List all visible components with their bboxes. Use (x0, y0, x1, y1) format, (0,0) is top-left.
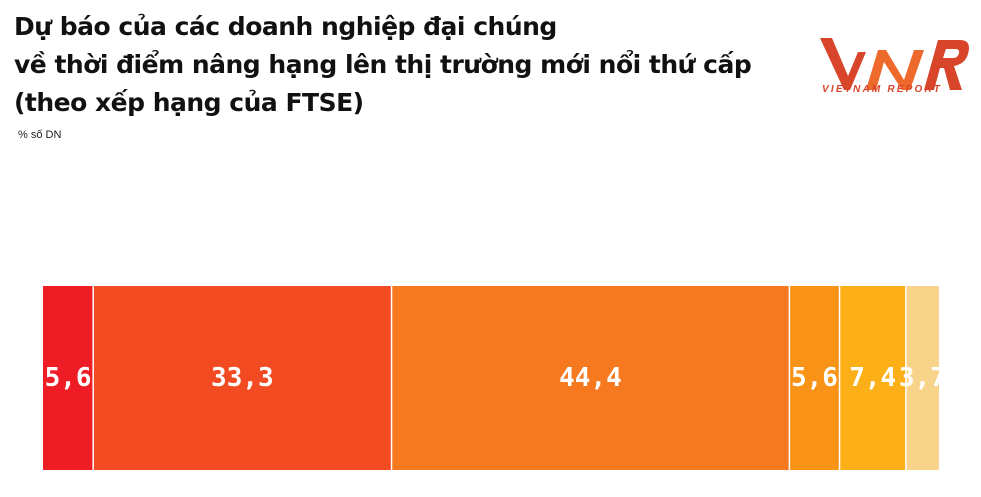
data-label-3: 44,4 (559, 363, 622, 393)
bar-segment-4 (789, 286, 840, 470)
unit-label: % số DN (18, 129, 62, 141)
bar-segment-3 (391, 286, 790, 470)
data-label-6: 3,7 (899, 363, 946, 393)
bar-segment-6 (905, 286, 939, 470)
bar-segment-1 (43, 286, 94, 470)
bar-segment-5 (839, 286, 906, 470)
logo-caption: VIETNAM REPORT (822, 84, 943, 95)
title-line-1: Dự báo của các doanh nghiệp đại chúng (14, 12, 557, 41)
data-label-1: 5,6 (45, 363, 92, 393)
data-label-5: 7,4 (849, 363, 896, 393)
data-label-2: 33,3 (211, 363, 274, 393)
vnr-logo (820, 38, 969, 90)
chart-title: Dự báo của các doanh nghiệp đại chúng về… (14, 8, 814, 122)
data-label-4: 5,6 (791, 363, 838, 393)
title-line-3: (theo xếp hạng của FTSE) (14, 88, 364, 117)
title-line-2: về thời điểm nâng hạng lên thị trường mớ… (14, 50, 752, 79)
bar-segment-2 (93, 286, 392, 470)
